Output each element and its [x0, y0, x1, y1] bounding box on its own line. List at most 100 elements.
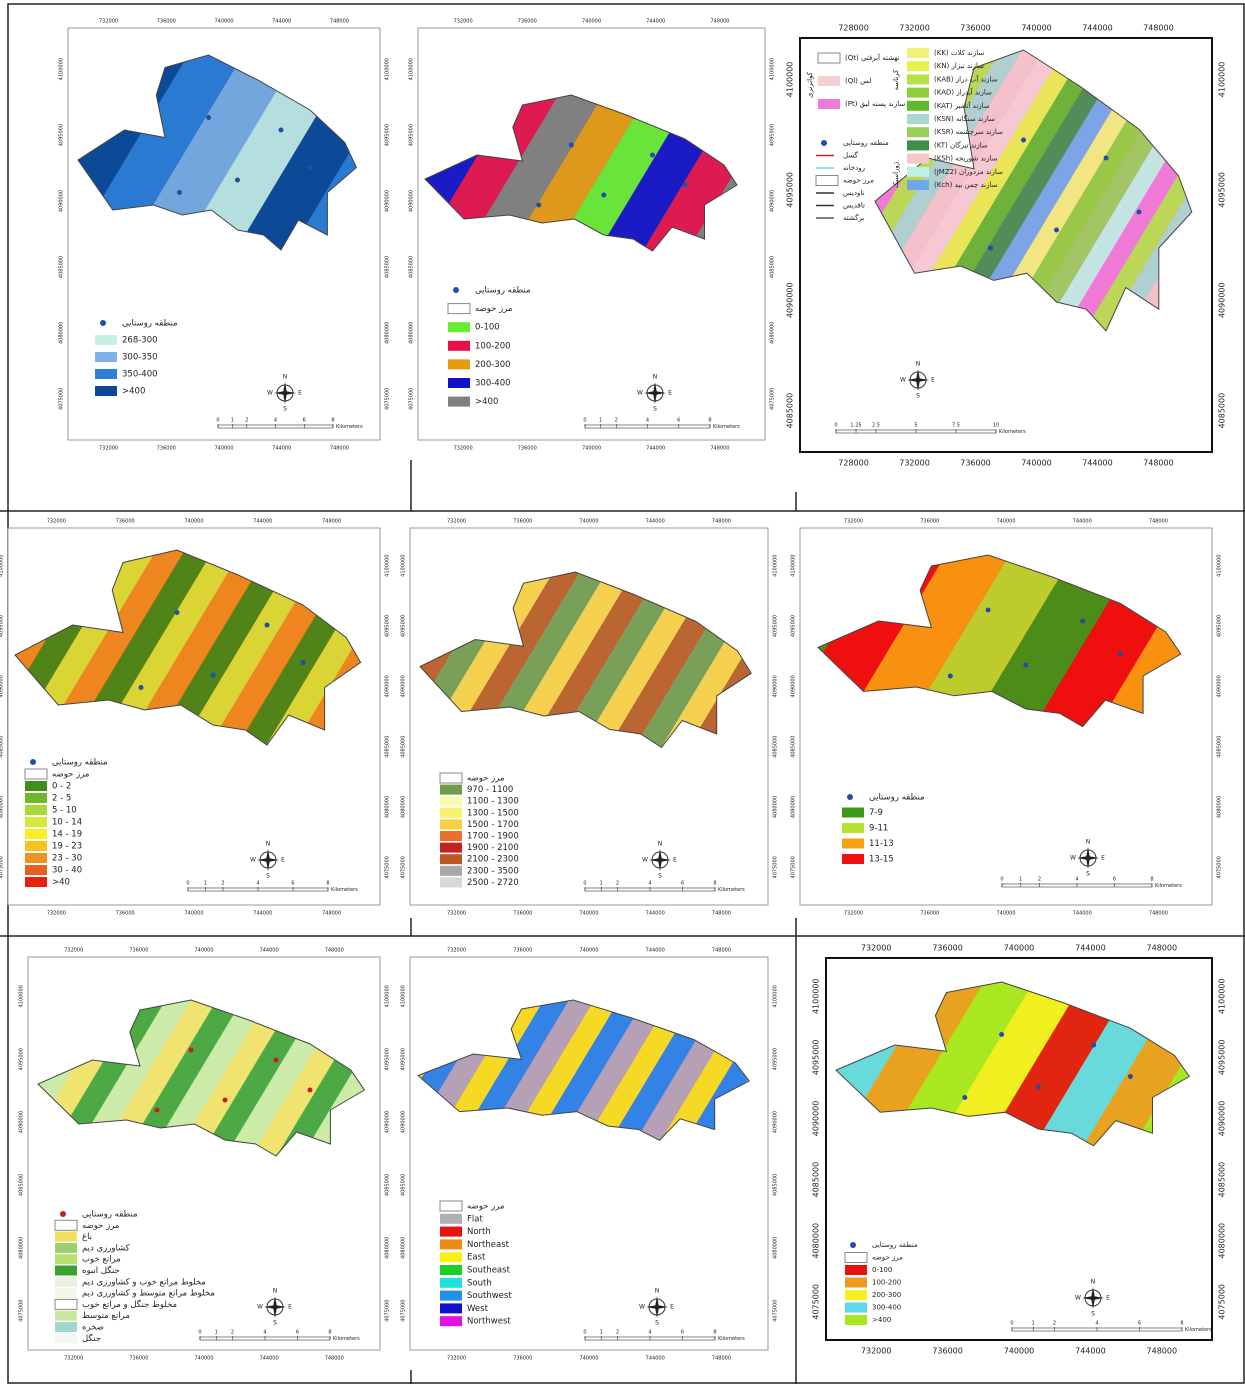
x-coordinate-label: 732000	[64, 1356, 83, 1362]
legend-swatch	[440, 1239, 462, 1250]
y-coordinate-label: 4095000	[0, 615, 5, 637]
scale-label: 6	[681, 881, 684, 887]
legend-label: (Kch) سازند چمن بید	[934, 181, 998, 189]
scale-unit: Kilometers	[718, 1336, 745, 1342]
scale-label: 4	[648, 1330, 651, 1336]
x-coordinate-label: 728000	[838, 24, 869, 33]
legend-swatch	[907, 127, 929, 138]
legend-label: 300-400	[872, 1304, 901, 1312]
legend-swatch	[95, 352, 117, 362]
legend-swatch	[440, 831, 462, 841]
y-coordinate-label: 4100000	[1217, 555, 1223, 577]
legend-swatch	[845, 1315, 867, 1325]
map-panel: 732000 732000 736000 736000 740000 740000 7440…	[59, 19, 391, 452]
y-coordinate-label: 4090000	[1218, 282, 1227, 318]
y-coordinate-label: 4090000	[1218, 1101, 1227, 1137]
x-coordinate-label: 736000	[932, 944, 963, 953]
compass-letter: S	[1086, 871, 1090, 878]
legend-swatch	[448, 322, 470, 333]
legend-swatch	[25, 829, 47, 839]
x-coordinate-label: 728000	[838, 459, 869, 468]
village	[568, 142, 574, 148]
scale-label: 4	[1095, 1321, 1098, 1327]
y-coordinate-label: 4080000	[401, 1237, 407, 1259]
scale-label: 0	[583, 418, 586, 424]
legend-swatch	[907, 140, 929, 151]
legend-label: 2 - 5	[52, 794, 71, 804]
x-coordinate-label: 744000	[272, 19, 291, 25]
legend-swatch	[845, 1302, 867, 1313]
compass-letter: S	[658, 873, 662, 880]
legend-label: North	[467, 1227, 491, 1237]
scale-label: 6	[296, 1330, 299, 1336]
y-coordinate-label: 4085000	[773, 1174, 779, 1196]
x-coordinate-label: 748000	[712, 519, 731, 525]
village	[1021, 137, 1026, 143]
scale-unit: Kilometers	[999, 429, 1026, 435]
y-coordinate-label: 4080000	[1218, 1223, 1227, 1259]
compass-letter: E	[668, 390, 672, 397]
legend-swatch	[907, 180, 929, 190]
legend-label: مخلوط جنگل و مراتع خوب	[82, 1299, 177, 1310]
compass-letter: N	[273, 1288, 278, 1295]
legend-swatch	[440, 1290, 462, 1301]
legend-label: 19 - 23	[52, 842, 82, 852]
legend-swatch	[25, 817, 47, 827]
compass-letter: E	[931, 377, 935, 384]
x-coordinate-label: 744000	[1082, 459, 1113, 468]
legend-label: (Pt) سازند پسته لیق	[845, 100, 905, 108]
x-coordinate-label: 736000	[518, 19, 537, 25]
compass-letter: W	[250, 857, 256, 864]
y-coordinate-label: 4075000	[409, 388, 415, 410]
legend-swatch	[440, 1213, 462, 1224]
village	[273, 1057, 279, 1063]
legend-swatch	[25, 841, 47, 851]
legend-swatch	[448, 340, 470, 351]
y-coordinate-label: 4080000	[385, 796, 391, 818]
y-coordinate-label: 4080000	[773, 1237, 779, 1259]
village	[1080, 618, 1086, 624]
legend-label: منطقه روستایی	[475, 286, 531, 296]
x-coordinate-label: 748000	[710, 19, 729, 25]
legend-swatch	[55, 1254, 77, 1265]
legend-label: مرز حوضه	[52, 770, 89, 780]
village	[988, 245, 993, 251]
legend-label: (KSN) سازند سنگانه	[934, 114, 995, 123]
legend-label: منطقه روستایی	[843, 139, 889, 147]
legend-symbol	[847, 794, 853, 800]
legend-label: مراتع خوب	[82, 1255, 121, 1265]
legend-swatch	[448, 359, 470, 370]
y-coordinate-label: 4100000	[812, 978, 821, 1014]
compass-letter: N	[283, 374, 288, 381]
y-coordinate-label: 4080000	[59, 322, 65, 344]
scale-label: 2	[615, 418, 618, 424]
legend-swatch	[845, 1265, 867, 1275]
legend-swatch	[907, 166, 929, 177]
x-coordinate-label: 740000	[996, 519, 1015, 525]
legend-label: رودخانه	[843, 164, 865, 172]
legend-swatch	[25, 853, 47, 863]
group-label: ژوراسیک	[892, 161, 900, 188]
village	[307, 165, 313, 170]
legend-label: 1500 - 1700	[467, 820, 519, 830]
legend-label: 1900 - 2100	[467, 843, 519, 853]
y-coordinate-label: 4075000	[773, 1300, 779, 1322]
scale-label: 1	[599, 418, 602, 424]
legend-label: منطقه روستایی	[82, 1210, 138, 1220]
scale-label: 8	[1150, 877, 1153, 883]
legend-label: West	[467, 1304, 489, 1314]
y-coordinate-label: 4075000	[0, 856, 5, 878]
y-coordinate-label: 4100000	[385, 58, 391, 80]
compass-letter: E	[673, 857, 677, 864]
map-panel: 732000 732000 736000 736000 740000 740000 7440…	[409, 19, 776, 452]
village	[300, 660, 306, 665]
legend-label: (Qt) نهشته آبرفتی	[845, 53, 900, 62]
legend-label: (KAD) سازند آبدراز	[934, 88, 992, 97]
x-coordinate-label: 736000	[129, 948, 148, 954]
y-coordinate-label: 4100000	[773, 555, 779, 577]
x-coordinate-label: 748000	[322, 911, 341, 917]
x-coordinate-label: 736000	[960, 24, 991, 33]
basin-outline	[835, 981, 1191, 1147]
legend-swatch	[907, 114, 929, 124]
y-coordinate-label: 4075000	[812, 1284, 821, 1320]
